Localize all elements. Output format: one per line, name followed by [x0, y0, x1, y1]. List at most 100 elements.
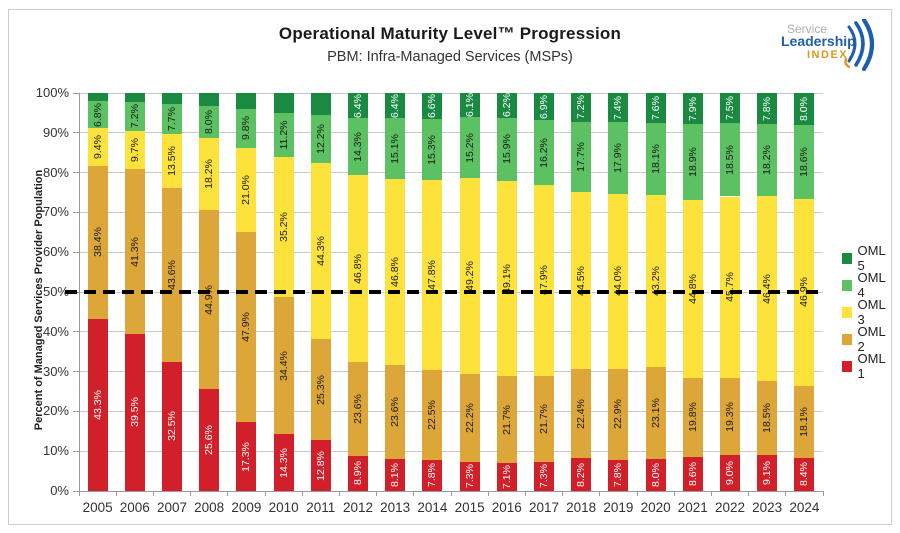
bar-segment-oml-2: 21.7% — [534, 375, 554, 462]
bar-segment-oml-5: 7.2% — [571, 93, 592, 122]
x-axis-tick — [78, 491, 80, 496]
y-axis-tick — [73, 331, 79, 333]
bar-group-2023: 9.1% 18.5% 46.4% 18.2% 7.8% — [757, 93, 778, 491]
bar-segment-oml-5: 6.1% — [459, 93, 480, 118]
segment-label: 43.6% — [165, 260, 178, 290]
y-axis-tick-label: 20% — [42, 403, 69, 419]
bar-segment-oml-4: 18.9% — [682, 124, 703, 200]
bar-segment-oml-1: 7.3% — [459, 461, 480, 491]
x-axis-tick — [264, 491, 266, 496]
bar-group-2009: 17.3% 47.9% 21.0% 9.8% — [236, 93, 257, 491]
x-axis-tick-label: 2017 — [528, 500, 559, 515]
legend-label: OML 5 — [857, 243, 886, 273]
segment-label: 8.6% — [686, 461, 699, 486]
segment-label: 8.0% — [649, 463, 662, 488]
bar-segment-oml-2: 19.3% — [720, 378, 740, 456]
bar-segment-oml-1: 8.9% — [348, 455, 368, 491]
y-axis-tick-label: 80% — [42, 164, 69, 180]
bar-segment-oml-3: 18.2% — [199, 138, 220, 211]
x-axis-tick-label: 2010 — [268, 500, 299, 515]
x-axis-tick — [227, 491, 229, 496]
x-axis-tick-label: 2020 — [640, 500, 671, 515]
bar-segment-oml-4: 18.1% — [645, 123, 666, 196]
bar-segment-oml-5 — [236, 93, 257, 109]
bar-segment-oml-5: 6.4% — [385, 93, 406, 119]
segment-label: 41.3% — [128, 236, 141, 267]
segment-label: 25.6% — [202, 425, 215, 455]
bar-segment-oml-1: 8.0% — [645, 459, 666, 491]
segment-label: 6.1% — [463, 93, 476, 118]
segment-label: 6.6% — [426, 94, 439, 119]
bar-segment-oml-1: 12.8% — [310, 440, 331, 491]
bar-segment-oml-5: 7.8% — [757, 93, 778, 125]
bar-segment-oml-1: 43.3% — [87, 318, 108, 491]
bar-segment-oml-4: 6.8% — [87, 101, 108, 129]
segment-label: 22.4% — [574, 398, 587, 429]
segment-label: 45.7% — [723, 272, 736, 303]
bar-segment-oml-1: 8.2% — [571, 458, 592, 491]
bar-segment-oml-2: 23.6% — [348, 361, 368, 456]
segment-label: 9.0% — [723, 461, 736, 486]
bar-segment-oml-5 — [87, 93, 108, 102]
x-axis-tick-label: 2024 — [789, 500, 820, 515]
segment-label: 21.0% — [240, 174, 253, 205]
x-axis-tick-label: 2022 — [714, 500, 745, 515]
bar-segment-oml-3: 47.9% — [534, 184, 554, 376]
segment-label: 38.4% — [91, 227, 104, 258]
x-axis-tick-label: 2009 — [231, 500, 262, 515]
bar-segment-oml-4: 17.9% — [608, 122, 629, 194]
gridline — [79, 410, 823, 412]
y-axis-tick — [73, 172, 79, 174]
segment-label: 32.5% — [165, 411, 178, 442]
bar-segment-oml-2: 19.8% — [682, 377, 703, 457]
segment-label: 44.8% — [686, 273, 699, 304]
legend-swatch — [842, 279, 852, 291]
bar-segment-oml-3: 45.7% — [720, 196, 740, 379]
service-leadership-index-logo: Service Leadership INDEX. — [773, 19, 875, 71]
y-axis-tick — [73, 490, 79, 492]
bar-segment-oml-2: 22.2% — [459, 373, 480, 462]
gridline — [79, 211, 823, 213]
x-axis-tick-label: 2012 — [342, 500, 373, 515]
y-axis-tick — [73, 410, 79, 412]
segment-label: 7.6% — [649, 96, 662, 121]
bar-segment-oml-4: 15.9% — [496, 117, 517, 181]
bar-segment-oml-5: 6.6% — [422, 93, 443, 120]
segment-label: 8.4% — [798, 462, 811, 487]
legend-swatch — [842, 252, 852, 264]
bar-segment-oml-2: 18.1% — [794, 385, 815, 458]
legend-swatch — [842, 306, 852, 318]
segment-label: 21.7% — [500, 404, 513, 435]
bar-segment-oml-2: 47.9% — [236, 231, 257, 423]
legend-label: OML 2 — [857, 324, 886, 354]
gridline — [79, 371, 823, 373]
segment-label: 8.1% — [388, 462, 401, 487]
bar-segment-oml-3: 21.0% — [236, 147, 257, 232]
y-axis-tick-label: 40% — [42, 323, 69, 339]
x-axis-tick-label: 2007 — [156, 500, 187, 515]
logo-text-index: INDEX. — [807, 49, 853, 61]
y-axis-tick-label: 50% — [42, 284, 69, 299]
segment-label: 9.7% — [128, 138, 141, 163]
logo-swoosh-icon — [844, 19, 875, 71]
chart-title: Operational Maturity Level™ Progression — [278, 24, 622, 43]
bar-segment-oml-3: 35.2% — [273, 157, 294, 298]
x-axis-tick — [450, 491, 452, 496]
segment-label: 15.9% — [500, 134, 513, 165]
segment-label: 18.1% — [649, 144, 662, 175]
segment-label: 47.9% — [240, 311, 253, 342]
legend-swatch — [842, 333, 852, 345]
segment-label: 8.0% — [798, 96, 811, 121]
y-axis-tick — [73, 371, 79, 373]
segment-label: 8.9% — [351, 461, 364, 486]
x-axis-tick-label: 2008 — [194, 500, 225, 515]
segment-label: 49.2% — [463, 260, 476, 291]
x-axis-tick — [152, 491, 154, 496]
bar-segment-oml-3: 9.4% — [87, 128, 108, 166]
segment-label: 14.3% — [277, 447, 290, 478]
segment-label: 7.8% — [760, 96, 773, 121]
bar-segment-oml-4: 17.7% — [571, 121, 592, 193]
segment-label: 6.4% — [388, 93, 401, 118]
y-axis-tick-label: 30% — [42, 363, 69, 379]
gridline — [79, 92, 823, 94]
